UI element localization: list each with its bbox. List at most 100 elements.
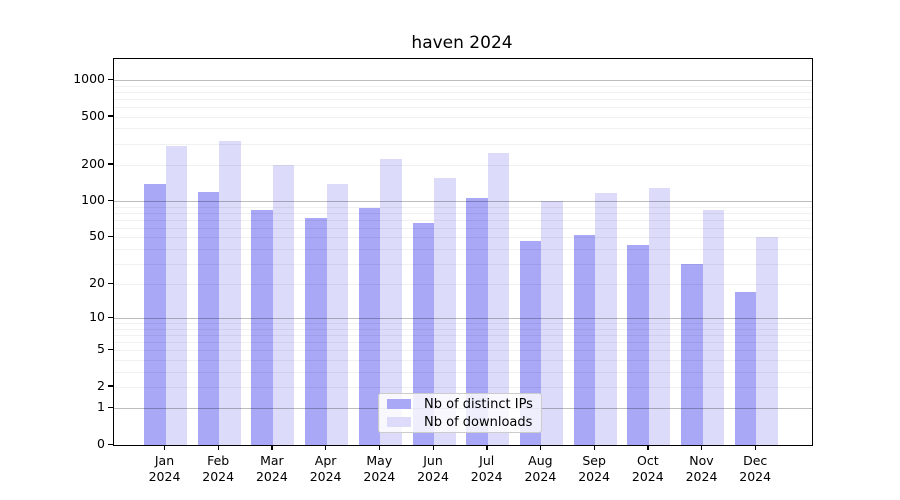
grid-line-minor <box>114 350 812 352</box>
y-axis-tick-label-10: 10 <box>89 309 105 325</box>
x-axis-tick-label-jan: Jan 2024 <box>148 453 181 484</box>
grid-line-minor <box>114 98 812 100</box>
x-axis-tick-label-aug: Aug 2024 <box>524 453 557 484</box>
bar-distinct-ips-apr <box>305 217 327 445</box>
bar-distinct-ips-may <box>358 207 381 445</box>
y-axis-tick-label-2: 2 <box>97 377 105 393</box>
grid-line-minor <box>114 85 812 87</box>
legend-label-distinct-ips: Nb of distinct IPs <box>424 396 533 412</box>
y-axis-tick-mark <box>108 115 113 117</box>
grid-line-minor <box>114 128 812 130</box>
y-axis-tick-label-100: 100 <box>81 192 105 208</box>
bar-downloads-oct <box>648 187 671 445</box>
x-axis-tick-label-nov: Nov 2024 <box>685 453 718 484</box>
x-axis-tick-label-may: May 2024 <box>363 453 396 484</box>
bar-distinct-ips-feb <box>197 191 220 445</box>
legend-row-distinct-ips: Nb of distinct IPs <box>387 397 541 412</box>
x-axis-tick-mark <box>486 445 488 450</box>
y-axis-tick-mark <box>108 163 113 165</box>
bar-downloads-apr <box>326 184 349 445</box>
y-axis-tick-label-50: 50 <box>89 228 105 244</box>
y-axis-tick-label-500: 500 <box>81 107 105 123</box>
bar-downloads-nov <box>702 210 724 445</box>
grid-line-minor <box>114 335 812 337</box>
x-axis-tick-mark <box>539 445 542 450</box>
x-axis-tick-mark <box>754 445 757 450</box>
grid-line-minor <box>114 371 812 373</box>
y-axis-tick-label-1000: 1000 <box>73 71 105 87</box>
grid-line-minor <box>114 143 812 145</box>
bar-downloads-feb <box>219 141 241 445</box>
grid-line-minor <box>114 342 812 344</box>
grid-line-minor <box>114 164 812 166</box>
grid-line-minor <box>114 360 812 361</box>
grid-line-minor <box>114 206 812 208</box>
y-axis-tick-mark <box>108 316 113 319</box>
grid-line-major <box>114 201 812 203</box>
x-axis-tick-mark <box>647 445 649 450</box>
bar-distinct-ips-mar <box>251 209 273 445</box>
legend-swatch-downloads <box>387 417 411 427</box>
y-axis-tick-mark <box>108 385 113 387</box>
bar-downloads-jan <box>165 146 187 445</box>
y-axis-tick-mark <box>108 282 113 285</box>
x-axis-tick-mark <box>432 445 434 450</box>
x-axis-tick-label-sep: Sep 2024 <box>578 453 610 484</box>
bar-distinct-ips-jul <box>466 197 488 445</box>
plot-area: Nb of distinct IPs Nb of downloads <box>113 58 813 446</box>
y-axis-tick-label-200: 200 <box>81 155 105 171</box>
grid-line-minor <box>114 237 812 239</box>
x-axis-tick-mark <box>217 445 220 450</box>
y-axis-tick-mark <box>108 199 113 202</box>
y-axis-tick-mark <box>108 348 113 351</box>
grid-line-minor <box>114 328 812 330</box>
bar-downloads-mar <box>272 164 295 445</box>
bar-downloads-aug <box>541 201 563 445</box>
bar-downloads-sep <box>595 192 617 445</box>
bar-downloads-may <box>380 158 402 445</box>
x-axis-tick-mark <box>325 445 327 450</box>
bar-downloads-jul <box>487 153 510 445</box>
legend-row-downloads: Nb of downloads <box>387 415 541 430</box>
x-axis-tick-label-feb: Feb 2024 <box>202 453 235 484</box>
x-axis-tick-mark <box>164 445 166 450</box>
grid-line-minor <box>114 212 812 214</box>
grid-line-minor <box>114 263 812 265</box>
y-axis-tick-label-20: 20 <box>89 275 105 291</box>
bar-distinct-ips-dec <box>734 292 757 445</box>
grid-line-minor <box>114 91 812 93</box>
y-axis-tick-label-5: 5 <box>97 341 105 357</box>
bar-distinct-ips-oct <box>627 245 649 445</box>
x-axis-tick-mark <box>593 445 595 450</box>
bar-distinct-ips-nov <box>681 263 703 445</box>
bar-downloads-jun <box>434 177 456 445</box>
grid-line-minor <box>114 116 812 118</box>
y-axis-tick-mark <box>108 78 113 81</box>
chart-title: haven 2024 <box>411 33 513 53</box>
legend-label-downloads: Nb of downloads <box>424 414 533 430</box>
y-axis-tick-label-1: 1 <box>97 399 105 415</box>
x-axis-tick-label-jul: Jul 2024 <box>470 453 503 484</box>
bar-distinct-ips-sep <box>573 235 596 445</box>
grid-line-minor <box>114 219 812 221</box>
grid-line-minor <box>114 227 812 229</box>
grid-line-minor <box>114 107 812 109</box>
y-axis-tick-mark <box>108 235 113 238</box>
y-axis-tick-mark <box>108 443 113 445</box>
grid-line-minor <box>114 386 812 388</box>
x-axis-tick-label-mar: Mar 2024 <box>255 453 288 484</box>
legend-swatch-distinct-ips <box>387 399 411 409</box>
bar-downloads-dec <box>756 237 778 445</box>
grid-line-minor <box>114 248 812 250</box>
bar-distinct-ips-jun <box>412 222 434 445</box>
x-axis-tick-label-oct: Oct 2024 <box>631 453 664 484</box>
x-axis-tick-mark <box>271 445 273 450</box>
grid-line-major <box>114 318 812 320</box>
y-axis-tick-label-0: 0 <box>97 436 105 451</box>
y-axis-tick-mark <box>108 406 113 409</box>
x-axis-tick-label-dec: Dec 2024 <box>739 453 772 484</box>
x-axis-tick-mark <box>378 445 381 450</box>
x-axis-tick-mark <box>701 445 703 450</box>
bar-distinct-ips-jan <box>144 184 166 445</box>
